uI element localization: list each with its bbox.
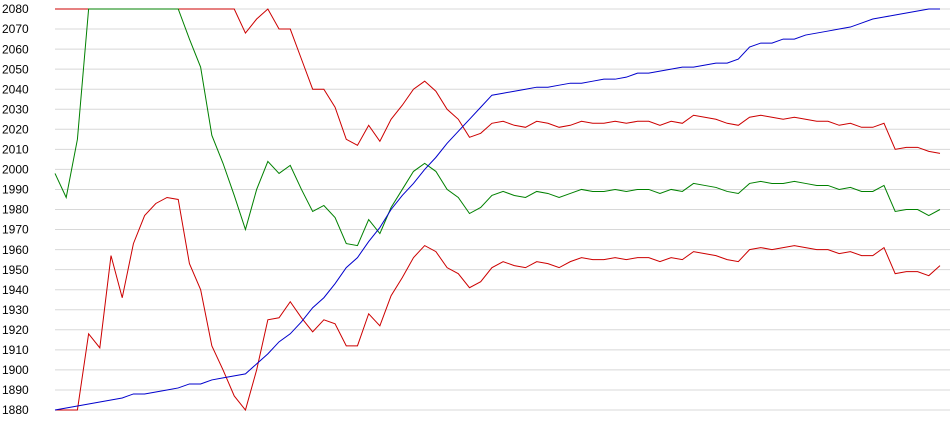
y-tick-label: 2020 — [2, 122, 29, 136]
y-tick-label: 2030 — [2, 102, 29, 116]
y-tick-label: 2080 — [2, 2, 29, 16]
y-tick-label: 1980 — [2, 203, 29, 217]
y-tick-label: 1930 — [2, 303, 29, 317]
y-tick-label: 2040 — [2, 82, 29, 96]
y-tick-label: 1940 — [2, 283, 29, 297]
y-tick-label: 1900 — [2, 363, 29, 377]
y-tick-label: 1950 — [2, 263, 29, 277]
y-tick-label: 1920 — [2, 323, 29, 337]
y-tick-label: 2070 — [2, 22, 29, 36]
y-tick-label: 1910 — [2, 343, 29, 357]
y-tick-label: 2050 — [2, 62, 29, 76]
y-tick-label: 1960 — [2, 243, 29, 257]
series-line — [54, 8, 941, 247]
series-line — [55, 196, 941, 412]
y-tick-label: 1970 — [2, 223, 29, 237]
y-tick-label: 2010 — [2, 143, 29, 157]
y-tick-label: 1890 — [2, 383, 29, 397]
y-tick-label: 2060 — [2, 42, 29, 56]
series-line — [54, 8, 940, 411]
y-tick-label: 2000 — [2, 163, 29, 177]
y-tick-label: 1990 — [2, 183, 29, 197]
y-tick-label: 1880 — [2, 403, 29, 417]
series-line — [55, 8, 941, 154]
